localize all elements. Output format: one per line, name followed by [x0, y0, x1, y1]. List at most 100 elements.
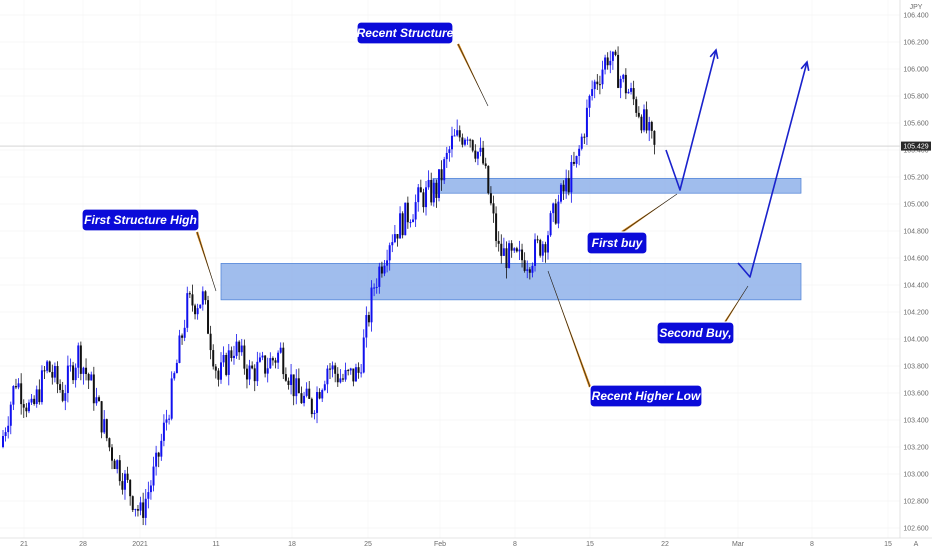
candle-body — [245, 368, 248, 380]
candle-body — [399, 213, 402, 239]
candle — [544, 241, 547, 263]
candle — [323, 380, 326, 392]
candle — [74, 363, 77, 388]
candle-body — [627, 91, 630, 94]
candle-body — [489, 193, 492, 204]
auto-scale-button[interactable]: A — [914, 541, 919, 548]
projection-arrow-first[interactable] — [665, 49, 717, 191]
candle-body — [9, 404, 12, 426]
annotation-text: Recent Structure — [357, 26, 454, 40]
candle — [458, 125, 461, 142]
candle — [572, 151, 575, 166]
candle-body — [7, 425, 10, 433]
candle — [622, 73, 625, 83]
candle-body — [518, 249, 521, 252]
annotation-second-buy[interactable]: Second Buy, — [656, 321, 735, 345]
candle — [245, 364, 248, 389]
price-tick-label: 103.800 — [903, 364, 928, 371]
candle — [188, 291, 191, 299]
candle — [575, 155, 578, 168]
candle — [495, 206, 498, 248]
candle-body — [422, 192, 425, 208]
candle — [528, 267, 531, 280]
candle-body — [282, 347, 285, 375]
candle-body — [643, 109, 646, 131]
candle-body — [191, 294, 194, 306]
annotation-first-structure-high[interactable]: First Structure High — [81, 208, 200, 232]
candle — [170, 371, 173, 421]
candle — [604, 54, 607, 75]
price-tick-label: 106.200 — [903, 40, 928, 47]
candle-body — [201, 291, 204, 305]
candle — [269, 352, 272, 369]
projection-arrow-second[interactable] — [737, 61, 808, 278]
annotation-first-buy[interactable]: First buy — [586, 231, 648, 255]
candle-body — [409, 222, 412, 224]
candle — [609, 50, 612, 74]
candle-body — [528, 269, 531, 273]
candle-body — [637, 112, 640, 117]
candle — [565, 169, 568, 199]
candle-body — [199, 304, 202, 309]
price-axis-bg[interactable] — [900, 0, 932, 550]
candle — [201, 286, 204, 311]
candle — [118, 455, 121, 486]
price-tick-label: 106.400 — [903, 13, 928, 20]
annotation-recent-structure[interactable]: Recent Structure — [356, 21, 454, 45]
candle-body — [396, 234, 399, 239]
candle — [7, 416, 10, 439]
time-tick-label: 22 — [661, 541, 669, 548]
candle — [129, 479, 132, 506]
candle — [515, 246, 518, 253]
candle-body — [264, 355, 267, 374]
candle-body — [207, 300, 210, 334]
candle — [339, 369, 342, 384]
candle — [570, 155, 573, 203]
annotation-recent-higher-low[interactable]: Recent Higher Low — [589, 384, 703, 408]
candle-body — [334, 365, 337, 374]
candle-body — [450, 135, 453, 150]
candle-body — [523, 260, 526, 271]
candle — [448, 146, 451, 162]
candle-body — [4, 432, 7, 437]
candle-body — [266, 368, 269, 374]
candle-body — [463, 139, 466, 145]
candle — [549, 210, 552, 237]
time-axis[interactable]: 21 28 2021 11 18 25 Feb 8 15 22 Mar 8 15 — [20, 541, 892, 548]
last-price-tag-bg — [901, 141, 931, 151]
candle — [178, 329, 181, 364]
candle-body — [352, 368, 355, 382]
candle-body — [632, 88, 635, 100]
candle — [432, 179, 435, 207]
candle — [77, 342, 80, 379]
candle — [637, 106, 640, 119]
candle-body — [85, 367, 88, 375]
candle-body — [552, 203, 555, 214]
candle-body — [27, 402, 30, 412]
candle-body — [572, 161, 575, 164]
price-tick-label: 105.800 — [903, 94, 928, 101]
candle-body — [300, 393, 303, 404]
candle — [196, 303, 199, 320]
candle — [321, 388, 324, 403]
drawings-layer — [195, 43, 810, 388]
candle-body — [406, 202, 409, 223]
candle-body — [144, 498, 147, 518]
candle — [87, 372, 90, 389]
candle-body — [279, 347, 282, 353]
candle — [497, 231, 500, 252]
candle — [82, 366, 85, 385]
time-tick-label: 11 — [212, 541, 219, 548]
candle-body — [430, 179, 433, 203]
candle — [282, 342, 285, 380]
candle-body — [168, 418, 171, 420]
candle — [329, 363, 331, 380]
lower-demand-zone[interactable] — [220, 263, 802, 301]
candle-body — [105, 419, 108, 439]
candle — [131, 495, 134, 513]
candle-body — [271, 358, 274, 361]
candle-body — [295, 378, 298, 397]
candle-body — [17, 383, 20, 388]
candle — [191, 284, 194, 312]
